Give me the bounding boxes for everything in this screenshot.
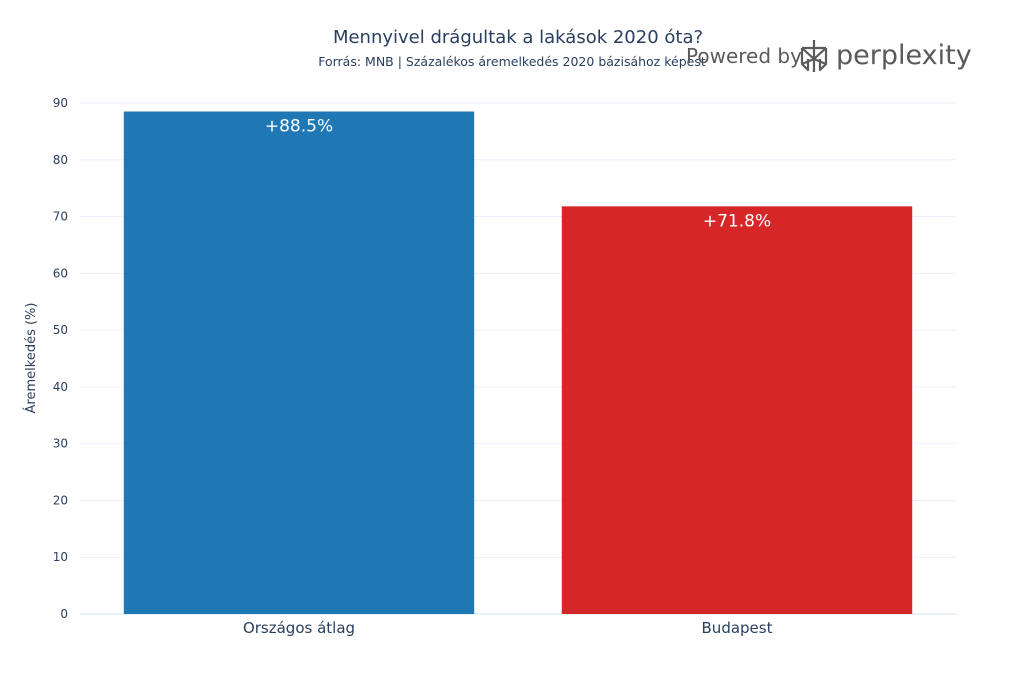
y-tick-label: 40: [53, 380, 68, 394]
bars: [123, 111, 913, 615]
x-category-label: Budapest: [702, 619, 773, 637]
watermark-brand: perplexity: [836, 40, 972, 71]
y-tick-label: 80: [53, 153, 68, 167]
bar-data-label: +88.5%: [265, 117, 333, 137]
y-tick-label: 70: [53, 210, 68, 224]
watermark-prefix: Powered by: [686, 44, 802, 68]
perplexity-logo-icon: [800, 40, 828, 72]
y-tick-label: 30: [53, 437, 68, 451]
y-tick-label: 60: [53, 266, 68, 280]
y-tick-label: 90: [53, 96, 68, 110]
chart-subtitle: Forrás: MNB | Százalékos áremelkedés 202…: [318, 54, 706, 69]
watermark: Powered by perplexity: [686, 40, 972, 72]
y-tick-label: 0: [60, 607, 68, 621]
bar: [123, 111, 475, 615]
x-category-label: Országos átlag: [243, 619, 355, 637]
y-tick-label: 50: [53, 323, 68, 337]
bar: [561, 206, 913, 614]
y-tick-label: 10: [53, 550, 68, 564]
data-labels: +88.5% +71.8%: [265, 117, 771, 232]
chart-title: Mennyivel drágultak a lakások 2020 óta?: [333, 27, 703, 48]
y-tick-label: 20: [53, 493, 68, 507]
bar-data-label: +71.8%: [703, 211, 771, 231]
y-axis-ticks: 0 10 20 30 40 50 60 70 80 90: [53, 96, 68, 621]
x-axis-categories: Országos átlag Budapest: [243, 619, 773, 637]
y-axis-title: Áremelkedés (%): [23, 303, 39, 414]
